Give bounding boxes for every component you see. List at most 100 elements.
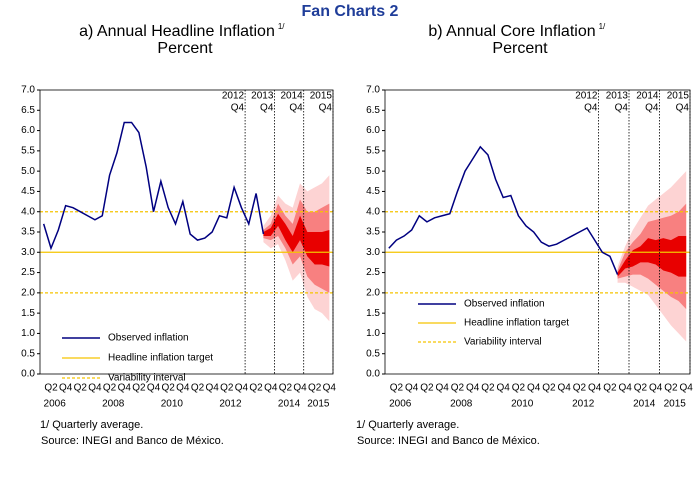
legend-label: Headline inflation target xyxy=(108,353,213,364)
x-tick-label: Q2 xyxy=(74,383,88,394)
unit-label: Percent xyxy=(492,40,548,57)
y-tick-label: 6.5 xyxy=(366,105,380,116)
x-tick-label: Q4 xyxy=(588,383,602,394)
y-tick-label: 6.5 xyxy=(21,105,35,116)
fan-band xyxy=(617,236,687,277)
x-tick-label: Q4 xyxy=(527,383,541,394)
x-tick-label: Q4 xyxy=(59,383,73,394)
x-tick-label: Q2 xyxy=(103,383,117,394)
y-tick-label: 6.0 xyxy=(366,125,380,136)
footnote: Source: INEGI and Banco de México. xyxy=(41,435,224,447)
x-tick-label: Q2 xyxy=(220,383,234,394)
x-tick-label: Q4 xyxy=(649,383,663,394)
x-tick-label: Q4 xyxy=(466,383,480,394)
x-tick-label: Q2 xyxy=(573,383,587,394)
year-label: 2015 xyxy=(664,399,687,410)
y-tick-label: 5.5 xyxy=(366,145,380,156)
vertical-line-quarter: Q4 xyxy=(289,103,303,114)
y-tick-label: 1.0 xyxy=(366,328,380,339)
vertical-line-quarter: Q4 xyxy=(319,103,333,114)
x-tick-label: Q4 xyxy=(176,383,190,394)
x-tick-label: Q2 xyxy=(191,383,205,394)
legend-label: Variability interval xyxy=(108,373,186,384)
y-tick-label: 4.0 xyxy=(366,206,380,217)
year-label: 2012 xyxy=(219,399,242,410)
y-tick-label: 2.0 xyxy=(366,287,380,298)
y-tick-label: 3.5 xyxy=(21,227,35,238)
x-tick-label: Q4 xyxy=(323,383,337,394)
y-tick-label: 0.0 xyxy=(21,369,35,380)
x-tick-label: Q4 xyxy=(619,383,633,394)
x-tick-label: Q4 xyxy=(118,383,132,394)
vertical-line-year: 2013 xyxy=(251,91,274,102)
x-tick-label: Q2 xyxy=(279,383,293,394)
y-tick-label: 5.0 xyxy=(21,166,35,177)
y-tick-label: 1.5 xyxy=(21,308,35,319)
vertical-line-year: 2014 xyxy=(280,91,303,102)
x-tick-label: Q4 xyxy=(497,383,511,394)
chart-title: b) Annual Core Inflation xyxy=(428,23,595,40)
y-tick-label: 6.0 xyxy=(21,125,35,136)
x-tick-label: Q2 xyxy=(390,383,404,394)
x-tick-label: Q2 xyxy=(162,383,176,394)
y-tick-label: 3.0 xyxy=(21,247,35,258)
legend-label: Headline inflation target xyxy=(464,318,569,329)
series-line xyxy=(42,121,265,251)
vertical-line-year: 2014 xyxy=(636,91,659,102)
title-note: 1/ xyxy=(599,22,606,31)
x-tick-label: Q2 xyxy=(634,383,648,394)
x-tick-label: Q2 xyxy=(249,383,263,394)
footnote: 1/ Quarterly average. xyxy=(40,419,143,431)
vertical-line-quarter: Q4 xyxy=(260,103,274,114)
x-tick-label: Q4 xyxy=(235,383,249,394)
x-tick-label: Q4 xyxy=(147,383,161,394)
y-tick-label: 4.5 xyxy=(21,186,35,197)
year-label: 2010 xyxy=(511,399,534,410)
chart-title: a) Annual Headline Inflation xyxy=(79,23,275,40)
x-tick-label: Q2 xyxy=(603,383,617,394)
x-tick-label: Q2 xyxy=(664,383,678,394)
page-title: Fan Charts 2 xyxy=(302,3,399,20)
year-label: 2006 xyxy=(389,399,412,410)
year-label: 2014 xyxy=(278,399,301,410)
unit-label: Percent xyxy=(157,40,213,57)
y-tick-label: 0.5 xyxy=(21,348,35,359)
year-label: 2008 xyxy=(450,399,473,410)
y-tick-label: 2.5 xyxy=(21,267,35,278)
vertical-line-year: 2013 xyxy=(606,91,629,102)
x-tick-label: Q2 xyxy=(44,383,58,394)
legend-label: Variability interval xyxy=(464,337,542,348)
x-tick-label: Q2 xyxy=(420,383,434,394)
year-label: 2010 xyxy=(161,399,184,410)
y-tick-label: 7.0 xyxy=(366,85,380,96)
y-tick-label: 1.5 xyxy=(366,308,380,319)
x-tick-label: Q4 xyxy=(205,383,219,394)
x-tick-label: Q4 xyxy=(436,383,450,394)
footnote: Source: INEGI and Banco de México. xyxy=(357,435,540,447)
y-tick-label: 4.5 xyxy=(366,186,380,197)
vertical-line-year: 2012 xyxy=(575,91,598,102)
y-tick-label: 3.5 xyxy=(366,227,380,238)
x-tick-label: Q2 xyxy=(542,383,556,394)
year-label: 2006 xyxy=(44,399,67,410)
y-tick-label: 5.0 xyxy=(366,166,380,177)
x-tick-label: Q2 xyxy=(481,383,495,394)
year-label: 2008 xyxy=(102,399,125,410)
x-tick-label: Q4 xyxy=(405,383,419,394)
x-tick-label: Q2 xyxy=(308,383,322,394)
vertical-line-quarter: Q4 xyxy=(231,103,245,114)
vertical-line-quarter: Q4 xyxy=(676,103,690,114)
x-tick-label: Q4 xyxy=(680,383,694,394)
year-label: 2014 xyxy=(633,399,656,410)
vertical-line-quarter: Q4 xyxy=(645,103,659,114)
y-tick-label: 5.5 xyxy=(21,145,35,156)
vertical-line-year: 2015 xyxy=(310,91,333,102)
x-tick-label: Q4 xyxy=(293,383,307,394)
fan-band xyxy=(263,213,330,267)
legend-label: Observed inflation xyxy=(108,333,189,344)
vertical-line-quarter: Q4 xyxy=(615,103,629,114)
y-tick-label: 0.5 xyxy=(366,348,380,359)
legend-label: Observed inflation xyxy=(464,299,545,310)
x-tick-label: Q2 xyxy=(451,383,465,394)
